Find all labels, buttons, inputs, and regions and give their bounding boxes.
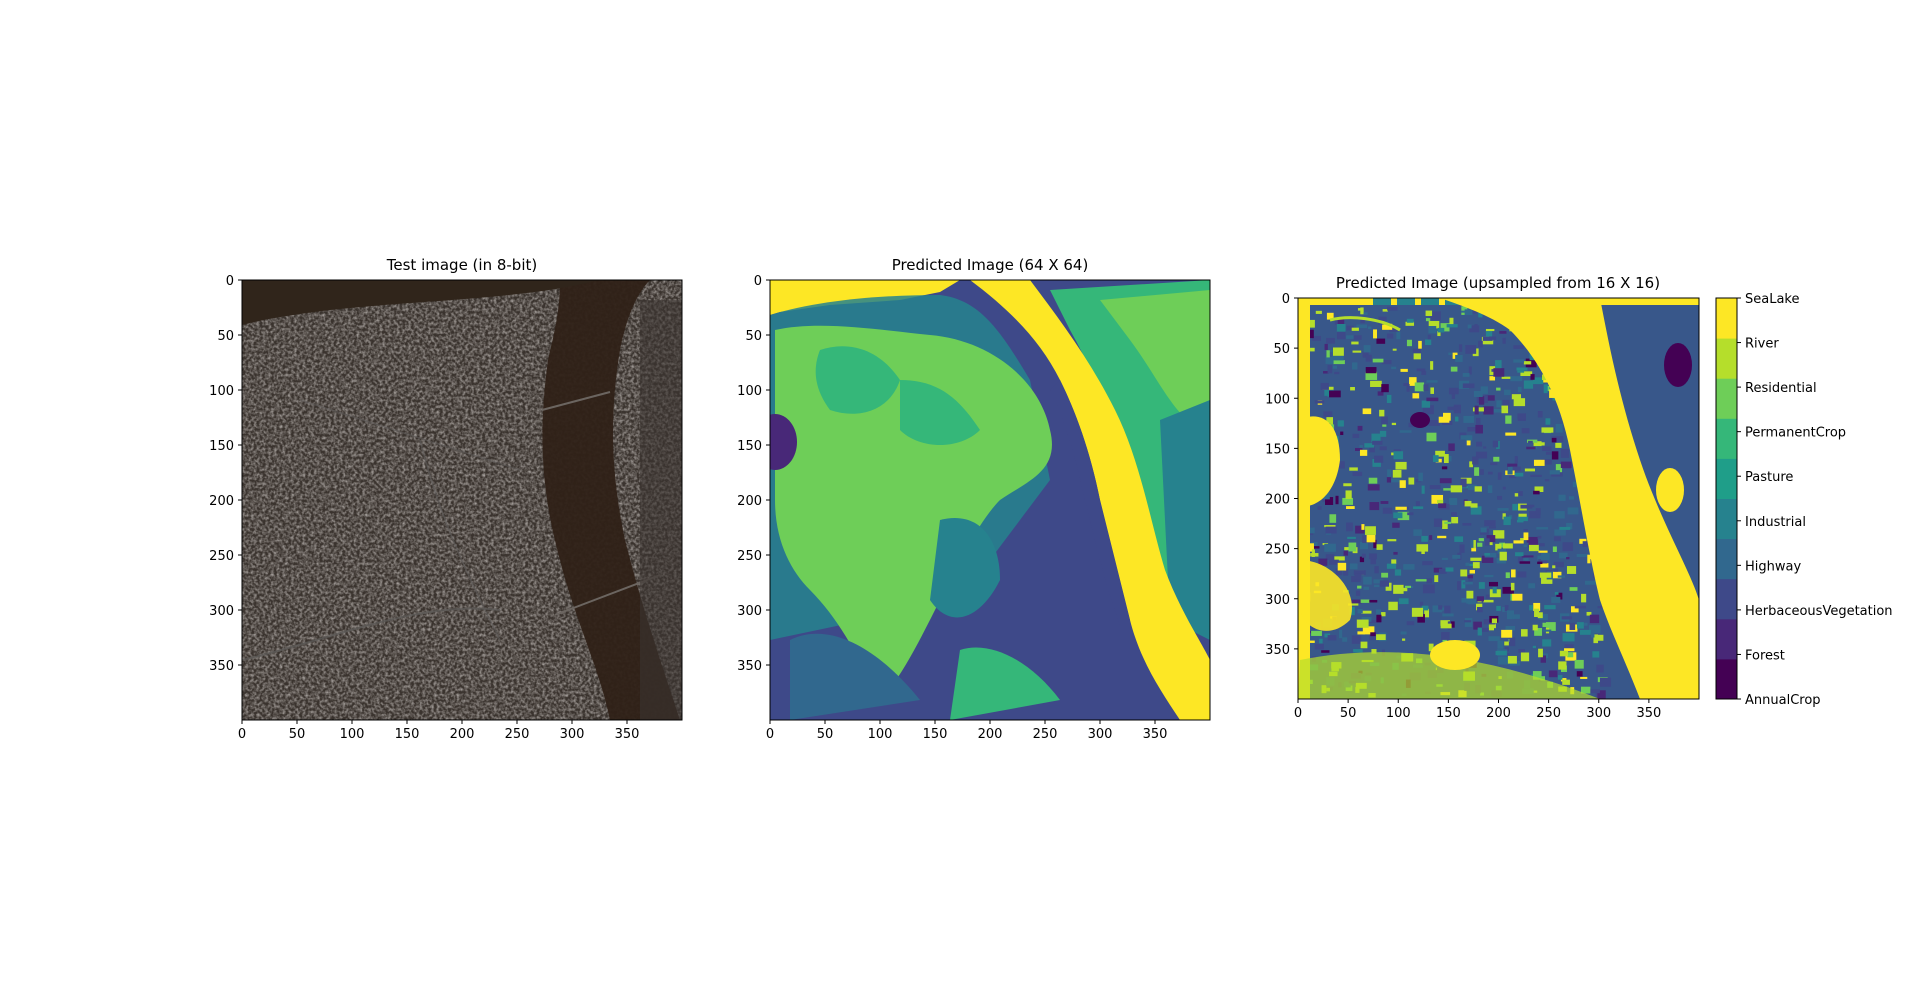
panel-predicted-upsampled: Predicted Image (upsampled from 16 X 16) xyxy=(1265,274,1892,721)
y-tick-label: 250 xyxy=(1265,543,1290,558)
x-tick-label: 150 xyxy=(923,727,948,742)
colorbar-label: Forest xyxy=(1745,648,1785,663)
y-ticks: 0 50 100 150 200 250 300 350 xyxy=(209,274,242,674)
y-tick-label: 250 xyxy=(737,549,762,564)
y-ticks: 0 50 100 150 200 250 300 350 xyxy=(1265,292,1298,658)
colorbar-segment xyxy=(1716,658,1737,700)
x-tick-label: 150 xyxy=(1436,706,1461,721)
colorbar-label: SeaLake xyxy=(1745,292,1800,307)
colorbar: AnnualCrop Forest HerbaceousVegetation High… xyxy=(1715,292,1893,708)
x-tick-label: 150 xyxy=(395,727,420,742)
colorbar-segment xyxy=(1716,378,1737,419)
colorbar-segment xyxy=(1716,618,1737,660)
y-tick-label: 350 xyxy=(209,659,234,674)
colorbar-label: PermanentCrop xyxy=(1745,426,1846,441)
y-tick-label: 50 xyxy=(745,329,762,344)
colorbar-segment xyxy=(1716,578,1737,620)
y-tick-label: 100 xyxy=(1265,392,1290,407)
y-tick-label: 50 xyxy=(1273,342,1290,357)
colorbar-label: Industrial xyxy=(1745,515,1806,530)
x-tick-label: 200 xyxy=(450,727,475,742)
x-tick-label: 300 xyxy=(1088,727,1113,742)
class-map-64 xyxy=(770,280,1210,720)
satellite-image xyxy=(242,280,682,720)
colorbar-segments xyxy=(1716,298,1737,700)
class-map-upsampled xyxy=(1298,298,1699,699)
y-tick-label: 200 xyxy=(209,494,234,509)
x-tick-label: 250 xyxy=(1536,706,1561,721)
y-tick-label: 150 xyxy=(737,439,762,454)
y-tick-label: 300 xyxy=(209,604,234,619)
colorbar-label: HerbaceousVegetation xyxy=(1745,604,1893,619)
colorbar-label: Pasture xyxy=(1745,470,1793,485)
x-ticks: 0 50 100 150 200 250 300 350 xyxy=(1294,699,1661,721)
x-tick-label: 0 xyxy=(766,727,774,742)
x-tick-label: 250 xyxy=(1033,727,1058,742)
panel-predicted-64: Predicted Image (64 X 64) 0 xyxy=(737,256,1211,742)
x-tick-label: 100 xyxy=(340,727,365,742)
x-tick-label: 250 xyxy=(505,727,530,742)
y-tick-label: 300 xyxy=(737,604,762,619)
x-tick-label: 50 xyxy=(817,727,834,742)
x-tick-label: 200 xyxy=(978,727,1003,742)
x-tick-label: 350 xyxy=(1636,706,1661,721)
y-tick-label: 100 xyxy=(209,384,234,399)
panel-test-image: Test image (in 8-bit) 0 50 100 150 200 250 300… xyxy=(209,256,683,742)
colorbar-segment xyxy=(1716,418,1737,459)
colorbar-label: Residential xyxy=(1745,381,1817,396)
x-tick-label: 100 xyxy=(868,727,893,742)
x-tick-label: 50 xyxy=(289,727,306,742)
y-tick-label: 150 xyxy=(209,439,234,454)
x-tick-label: 350 xyxy=(1143,727,1168,742)
y-tick-label: 0 xyxy=(226,274,234,289)
x-tick-label: 100 xyxy=(1386,706,1411,721)
y-tick-label: 300 xyxy=(1265,593,1290,608)
panel-title: Test image (in 8-bit) xyxy=(386,256,537,274)
colorbar-label: Highway xyxy=(1745,559,1801,574)
y-tick-label: 200 xyxy=(1265,493,1290,508)
y-tick-label: 100 xyxy=(737,384,762,399)
colorbar-segment xyxy=(1716,298,1737,339)
panel-title: Predicted Image (upsampled from 16 X 16) xyxy=(1336,274,1660,292)
y-tick-label: 0 xyxy=(754,274,762,289)
y-tick-label: 150 xyxy=(1265,442,1290,457)
colorbar-labels: AnnualCrop Forest HerbaceousVegetation High… xyxy=(1737,292,1893,708)
colorbar-segment xyxy=(1716,538,1737,580)
x-tick-label: 50 xyxy=(1340,706,1357,721)
colorbar-segment xyxy=(1716,498,1737,540)
x-tick-label: 0 xyxy=(1294,706,1302,721)
colorbar-label: River xyxy=(1745,337,1779,352)
x-tick-label: 350 xyxy=(615,727,640,742)
colorbar-label: AnnualCrop xyxy=(1745,693,1821,708)
x-tick-label: 300 xyxy=(1586,706,1611,721)
x-tick-label: 200 xyxy=(1486,706,1511,721)
y-tick-label: 350 xyxy=(737,659,762,674)
x-tick-label: 300 xyxy=(560,727,585,742)
panel-title: Predicted Image (64 X 64) xyxy=(892,256,1089,274)
colorbar-segment xyxy=(1716,338,1737,379)
y-tick-label: 0 xyxy=(1282,292,1290,307)
y-tick-label: 50 xyxy=(217,329,234,344)
x-tick-label: 0 xyxy=(238,727,246,742)
y-tick-label: 350 xyxy=(1265,643,1290,658)
y-tick-label: 250 xyxy=(209,549,234,564)
x-ticks: 0 50 100 150 200 250 300 350 xyxy=(238,720,640,742)
y-tick-label: 200 xyxy=(737,494,762,509)
colorbar-segment xyxy=(1716,458,1737,499)
y-ticks: 0 50 100 150 200 250 300 350 xyxy=(737,274,770,674)
x-ticks: 0 50 100 150 200 250 300 350 xyxy=(766,720,1168,742)
